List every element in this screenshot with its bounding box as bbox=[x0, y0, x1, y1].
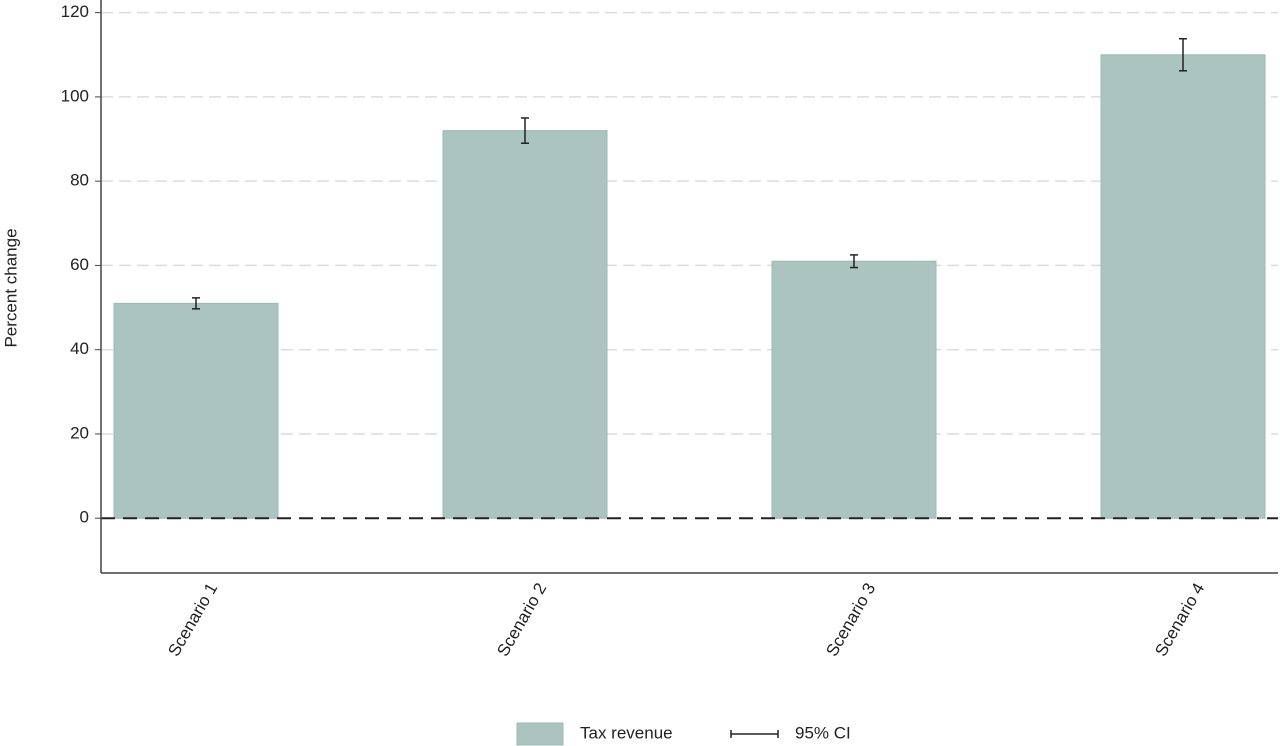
y-tick-label: 20 bbox=[70, 423, 89, 442]
error-bar bbox=[850, 254, 858, 269]
y-tick-label: 100 bbox=[61, 86, 89, 105]
y-tick-label: 80 bbox=[70, 171, 89, 190]
y-tick-label: 40 bbox=[70, 339, 89, 358]
x-tick-label: Scenario 4 bbox=[1151, 580, 1208, 660]
y-tick-label: 120 bbox=[61, 2, 89, 21]
y-tick-label: 60 bbox=[70, 255, 89, 274]
x-tick-label: Scenario 3 bbox=[822, 580, 879, 660]
error-bar bbox=[1179, 38, 1187, 72]
y-axis-label: Percent change bbox=[1, 228, 20, 347]
bar bbox=[113, 302, 279, 519]
legend-label: Tax revenue bbox=[580, 723, 673, 742]
bar bbox=[771, 260, 937, 519]
y-tick-label: 0 bbox=[80, 508, 89, 527]
error-bar bbox=[192, 297, 200, 310]
legend-swatch bbox=[516, 722, 564, 746]
x-tick-label: Scenario 1 bbox=[164, 580, 221, 660]
bar bbox=[442, 130, 608, 519]
bar bbox=[1100, 54, 1266, 519]
legend-label: 95% CI bbox=[795, 723, 851, 742]
error-bar bbox=[521, 117, 529, 144]
x-tick-label: Scenario 2 bbox=[493, 580, 550, 660]
